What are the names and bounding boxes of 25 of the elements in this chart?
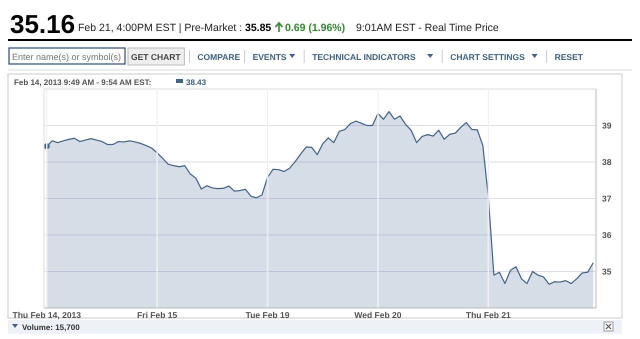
chart-subtitle: Feb 14, 2013 9:49 AM - 9:54 AM EST: [14, 78, 152, 87]
y-tick-label: 35 [602, 266, 612, 276]
y-tick-label: 39 [602, 120, 612, 130]
y-tick-label: 36 [602, 230, 612, 240]
chart-title: 35.16 [10, 9, 76, 39]
y-tick-label: 37 [602, 194, 612, 204]
text: 9:01AM EST - Real Time Price [356, 22, 499, 34]
x-tick-label: Fri Feb 15 [137, 310, 178, 320]
text: 0.69 (1.96%) [285, 22, 346, 34]
text: 38.43 [186, 78, 207, 87]
text: TECHNICAL INDICATORS [312, 52, 416, 62]
text: Feb 21, 4:00PM EST | Pre-Market : [78, 22, 242, 34]
x-tick-label: Wed Feb 20 [354, 310, 402, 320]
x-tick-label: Tue Feb 19 [246, 310, 290, 320]
x-tick-label: Thu Feb 14, 2013 [12, 310, 82, 320]
text: EVENTS [252, 52, 287, 62]
text: Enter name(s) or symbol(s) [12, 52, 122, 62]
y-tick-label: 38 [602, 157, 612, 167]
x-tick-label: Thu Feb 21 [466, 310, 512, 320]
text: CHART SETTINGS [450, 52, 526, 62]
text: COMPARE [197, 52, 241, 62]
text: GET CHART [131, 52, 182, 62]
text: Volume: 15,700 [22, 323, 80, 332]
text: 35.85 [245, 22, 272, 34]
text: RESET [554, 52, 584, 62]
